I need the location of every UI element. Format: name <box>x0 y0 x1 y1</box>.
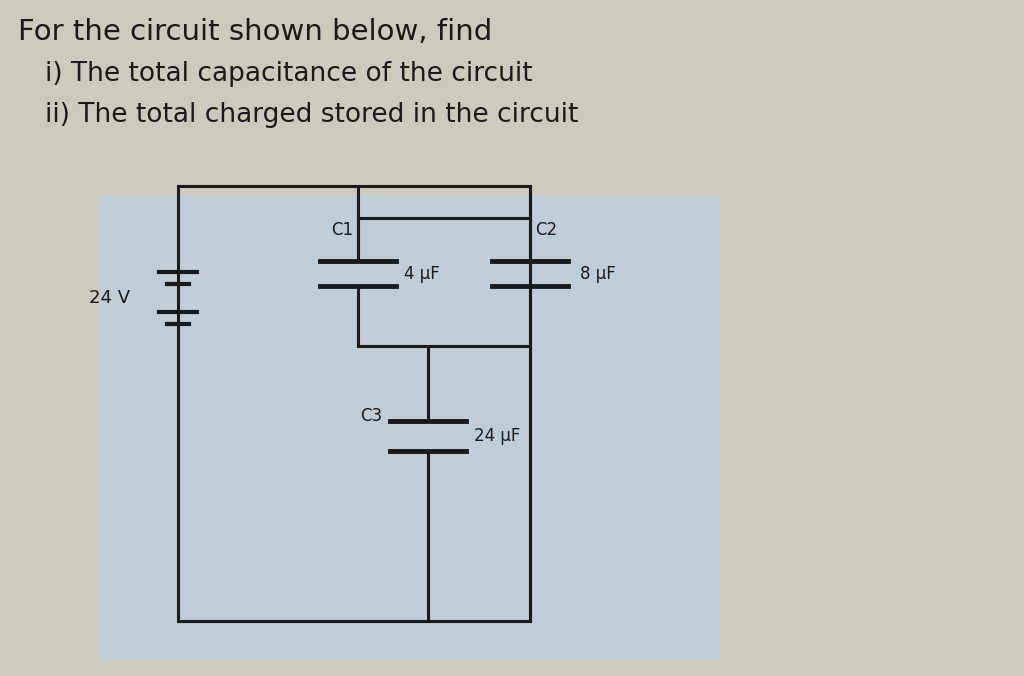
Text: i) The total capacitance of the circuit: i) The total capacitance of the circuit <box>45 61 532 87</box>
Bar <box>100 195 720 660</box>
Text: 8 μF: 8 μF <box>580 265 615 283</box>
Text: C3: C3 <box>359 407 382 425</box>
Text: 4 μF: 4 μF <box>404 265 439 283</box>
Text: 24 V: 24 V <box>89 289 130 307</box>
Text: For the circuit shown below, find: For the circuit shown below, find <box>18 18 493 46</box>
Text: 24 μF: 24 μF <box>474 427 520 445</box>
Text: C2: C2 <box>535 221 557 239</box>
Text: C1: C1 <box>331 221 353 239</box>
Text: ii) The total charged stored in the circuit: ii) The total charged stored in the circ… <box>45 102 579 128</box>
